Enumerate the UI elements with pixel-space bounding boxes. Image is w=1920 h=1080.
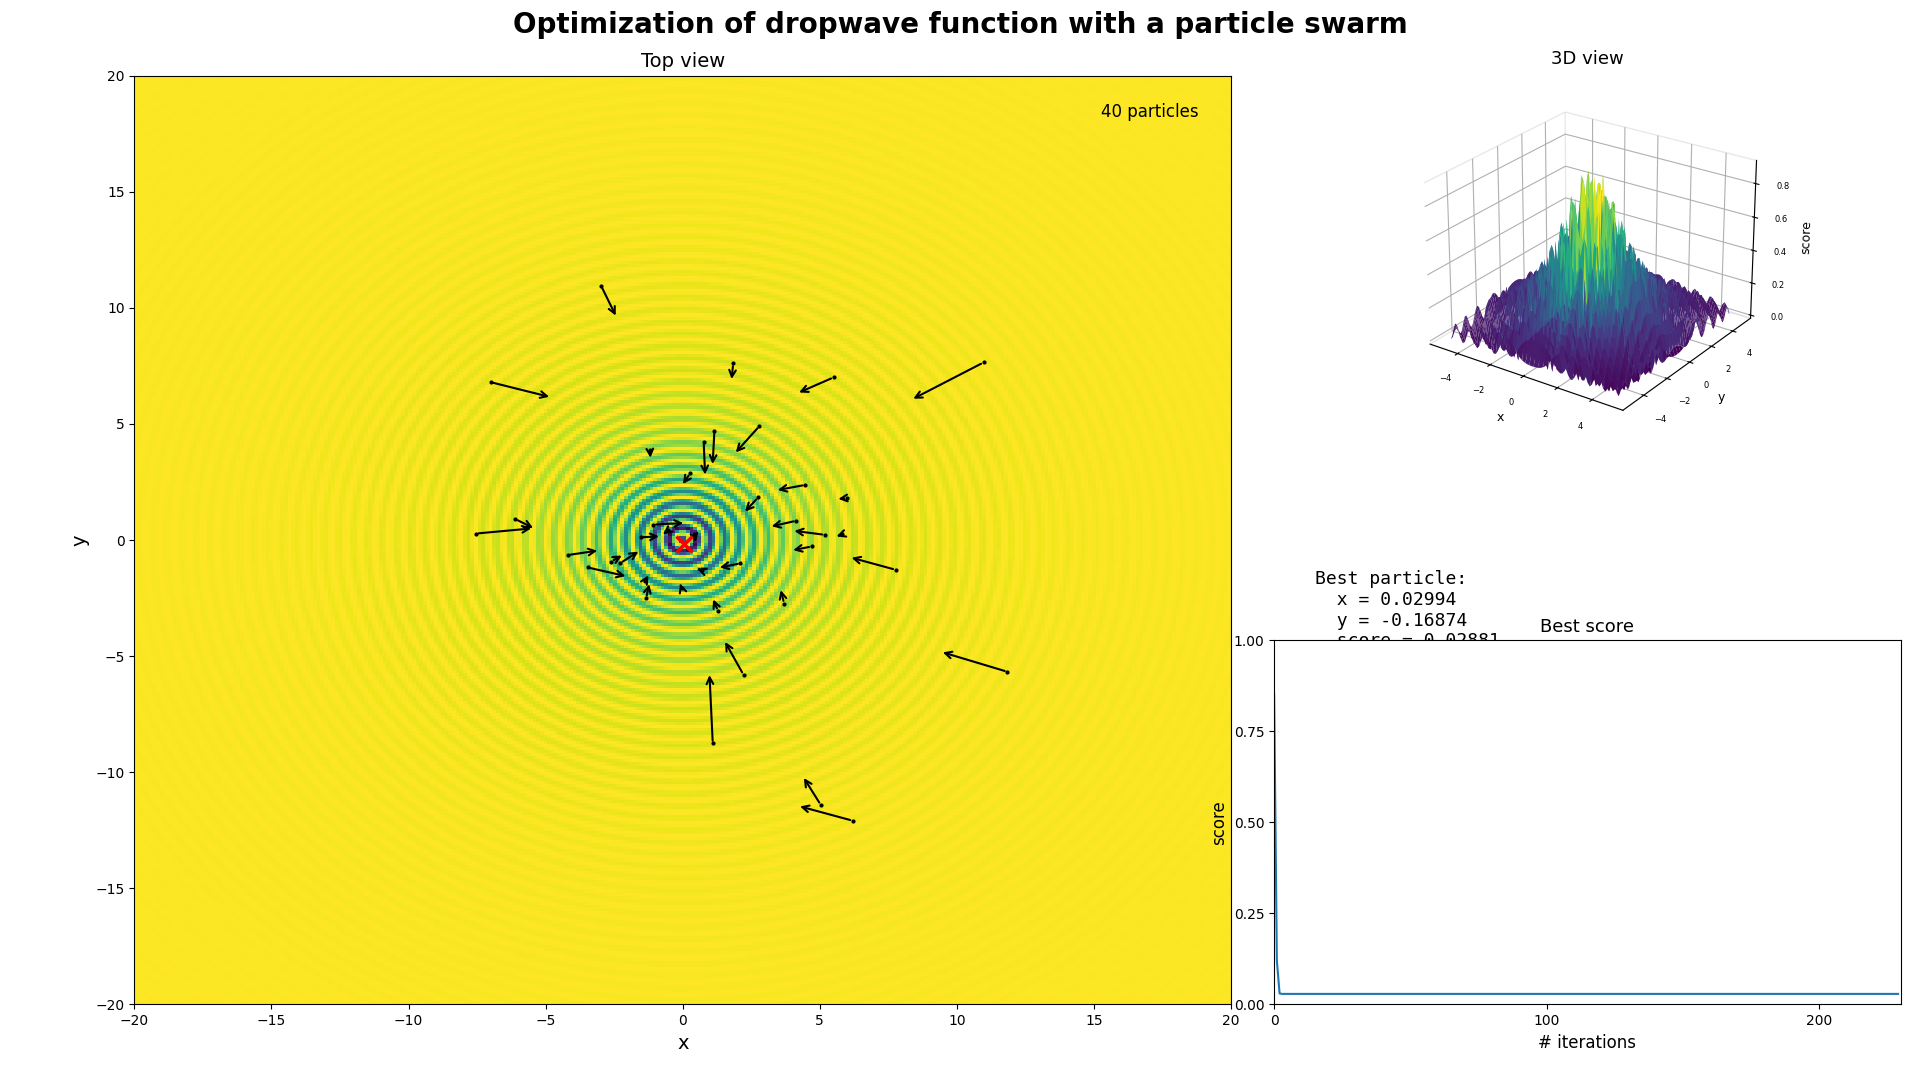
X-axis label: # iterations: # iterations	[1538, 1034, 1636, 1052]
Y-axis label: y: y	[71, 535, 90, 545]
Y-axis label: y: y	[1718, 391, 1724, 405]
X-axis label: x: x	[1498, 410, 1503, 423]
X-axis label: x: x	[678, 1034, 689, 1053]
Title: Best score: Best score	[1540, 618, 1634, 636]
Title: Top view: Top view	[641, 52, 726, 71]
Text: Best particle:
  x = 0.02994
  y = -0.16874
  score = 0.02881: Best particle: x = 0.02994 y = -0.16874 …	[1315, 570, 1500, 650]
Text: Optimization of dropwave function with a particle swarm: Optimization of dropwave function with a…	[513, 11, 1407, 39]
Text: 40 particles: 40 particles	[1100, 104, 1198, 121]
Title: 3D view: 3D view	[1551, 51, 1624, 68]
Y-axis label: score: score	[1210, 800, 1229, 845]
